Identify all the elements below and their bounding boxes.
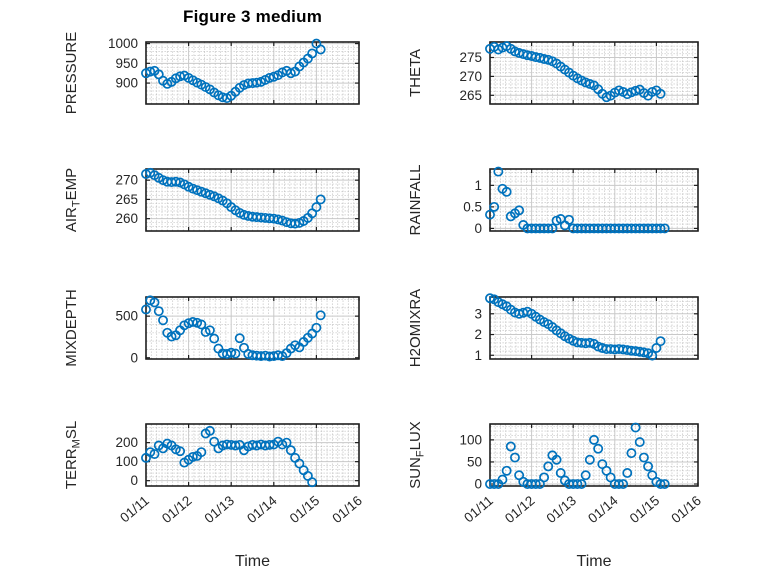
- subplot-THETA: 265 270 275 THETA: [407, 41, 699, 105]
- x-tick-label: 01/11: [117, 493, 152, 526]
- y-tick-label: 500: [115, 309, 138, 324]
- y-tick-label: 200: [115, 435, 138, 450]
- x-axis-label: Time: [235, 553, 270, 570]
- y-tick-label: 900: [115, 76, 138, 91]
- data-points: [141, 425, 318, 488]
- subplot-H2OMIXRA: 1 2 3 H2OMIXRA: [407, 289, 699, 367]
- tick-marks: [145, 42, 360, 104]
- data-points: [485, 293, 666, 361]
- x-tick-label: 01/13: [544, 493, 580, 526]
- data-points: [141, 167, 326, 229]
- x-tick-label: 01/16: [329, 493, 365, 526]
- y-axis-label: MIXDEPTH: [63, 289, 80, 367]
- tick-marks: [489, 42, 699, 104]
- y-tick-label: 50: [467, 454, 482, 469]
- y-axis-label: TERRMSL: [63, 421, 83, 489]
- x-tick-label: 01/15: [287, 493, 323, 526]
- y-tick-label: 1: [474, 348, 482, 363]
- tick-marks: [489, 297, 699, 359]
- major-grid: [146, 424, 359, 486]
- figure-title: Figure 3 medium: [182, 7, 323, 26]
- y-axis-label: AIRTEMP: [63, 168, 83, 232]
- x-tick-label: 01/12: [502, 493, 538, 526]
- x-tick-label: 01/11: [461, 493, 496, 526]
- data-points: [485, 166, 670, 234]
- subplot-TERR_MSL: 0 100 200 TERRMSL 01/11 01/12 01/13 01/14 01/15 0…: [63, 421, 365, 570]
- y-tick-label: 0: [474, 221, 482, 236]
- axes-box: [489, 423, 699, 487]
- data-points: [141, 295, 326, 362]
- y-tick-label: 265: [115, 192, 138, 207]
- y-tick-label: 270: [459, 69, 482, 84]
- x-tick-label: 01/14: [244, 493, 280, 527]
- subplot-AIR_TEMP: 260 265 270 AIRTEMP: [63, 167, 360, 232]
- y-axis-label: THETA: [407, 49, 424, 97]
- minor-grid: [490, 169, 698, 231]
- subplot-RAINFALL: 0 0.5 1 RAINFALL: [407, 165, 699, 236]
- data-points: [485, 41, 666, 103]
- x-tick-label: 01/15: [627, 493, 663, 526]
- y-tick-label: 0.5: [463, 199, 482, 214]
- y-tick-label: 0: [130, 350, 138, 365]
- y-tick-label: 275: [459, 50, 482, 65]
- y-axis-label: RAINFALL: [407, 165, 424, 236]
- axes-box: [489, 296, 699, 360]
- axes-box: [145, 423, 360, 487]
- tick-marks: [145, 169, 360, 231]
- y-tick-label: 265: [459, 88, 482, 103]
- data-points: [485, 422, 670, 489]
- subplot-PRESSURE: 900 950 1000 PRESSURE: [63, 32, 360, 115]
- y-tick-label: 950: [115, 56, 138, 71]
- y-tick-label: 0: [474, 477, 482, 492]
- subplot-SUN_FLUX: 0 50 100 SUNFLUX 01/11 01/12 01/13 01/14 01/15 01…: [407, 421, 704, 570]
- x-tick-label: 01/16: [668, 493, 704, 526]
- y-tick-label: 1000: [108, 36, 138, 51]
- y-tick-label: 3: [474, 306, 482, 321]
- y-tick-label: 100: [115, 454, 138, 469]
- y-tick-label: 0: [130, 473, 138, 488]
- y-tick-label: 100: [459, 432, 482, 447]
- x-tick-label: 01/14: [585, 493, 621, 527]
- y-axis-label: PRESSURE: [63, 32, 80, 115]
- y-tick-label: 2: [474, 327, 482, 342]
- major-grid: [146, 169, 359, 231]
- major-grid: [146, 297, 359, 359]
- axes-box: [489, 41, 699, 105]
- x-tick-label: 01/12: [159, 493, 195, 526]
- x-tick-label: 01/13: [202, 493, 238, 526]
- y-axis-label: H2OMIXRA: [407, 289, 424, 367]
- subplot-MIXDEPTH: 0 500 MIXDEPTH: [63, 289, 360, 367]
- minor-grid: [490, 297, 698, 359]
- y-tick-label: 1: [474, 178, 482, 193]
- x-axis-label: Time: [577, 553, 612, 570]
- y-tick-label: 260: [115, 211, 138, 226]
- y-axis-label: SUNFLUX: [407, 421, 427, 489]
- y-tick-label: 270: [115, 173, 138, 188]
- minor-grid: [146, 297, 359, 359]
- data-points: [141, 38, 326, 104]
